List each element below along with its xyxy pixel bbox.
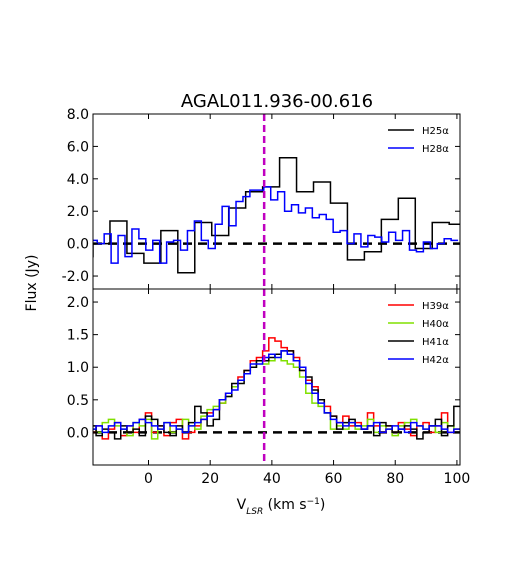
bottom-series-3 (93, 350, 460, 434)
bottom-legend-label-1: H40α (422, 319, 449, 330)
chart-title: AGAL011.936-00.616 (181, 91, 373, 112)
bottom-x-tick-label: 100 (444, 471, 471, 487)
top-plot-area (93, 114, 460, 289)
bottom-legend-label-0: H39α (422, 301, 449, 312)
top-y-tick-label: 4.0 (67, 172, 89, 188)
bottom-frame (92, 288, 461, 466)
bottom-x-tick-label: 20 (201, 471, 219, 487)
bottom-y-tick-label: 0.5 (67, 393, 89, 409)
bottom-x-tick-label: 80 (386, 471, 404, 487)
top-y-tick-label: 2.0 (67, 204, 89, 220)
top-y-tick-label: 6.0 (67, 139, 89, 155)
y-axis-label: Flux (Jy) (24, 255, 40, 312)
bottom-x-tick-label: 0 (144, 471, 153, 487)
bottom-series-2 (93, 350, 460, 440)
bottom-y-tick-label: 2.0 (67, 295, 89, 311)
top-series-1 (93, 186, 459, 264)
top-y-tick-label: 8.0 (67, 107, 89, 123)
top-panel: 8.0 6.0 4.0 2.0 0.0 -2.0 H25α H28α (62, 107, 461, 290)
bottom-x-tick-label: 40 (263, 471, 281, 487)
bottom-x-tick-label: 60 (325, 471, 343, 487)
top-y-tick-label: -2.0 (62, 269, 89, 285)
top-legend-label-0: H25α (422, 126, 449, 137)
top-y-tick-label: 0.0 (67, 237, 89, 253)
bottom-panel: 2.0 1.5 1.0 0.5 0.0 0 20 40 60 80 100 H39α H40α H41α H… (67, 288, 471, 487)
bottom-legend-label-2: H41α (422, 337, 449, 348)
bottom-y-tick-label: 0.0 (67, 425, 89, 441)
bottom-y-tick-label: 1.5 (67, 328, 89, 344)
top-series-0 (93, 157, 460, 274)
bottom-legend-label-3: H42α (422, 355, 449, 366)
bottom-y-tick-label: 1.0 (67, 360, 89, 376)
bottom-plot-area (93, 289, 460, 465)
top-legend-label-1: H28α (422, 144, 449, 155)
x-axis-label: VLSR (km s−1) (237, 497, 326, 517)
